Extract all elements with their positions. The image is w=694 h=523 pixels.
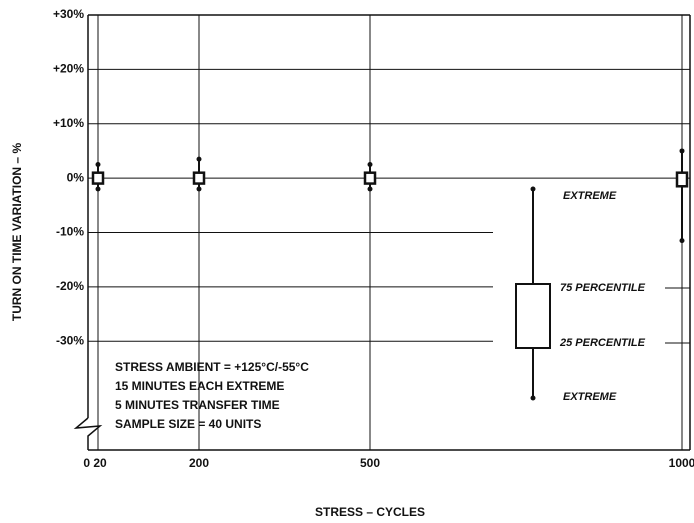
- legend-label: 75 PERCENTILE: [560, 282, 646, 294]
- x-tick-label: 200: [189, 456, 209, 470]
- legend-dot: [530, 186, 536, 192]
- y-tick-label: 0%: [67, 170, 85, 184]
- extreme-low: [95, 186, 101, 192]
- annotation: 15 MINUTES EACH EXTREME: [115, 379, 284, 393]
- y-tick-label: -30%: [56, 333, 84, 347]
- extreme-high: [95, 162, 101, 168]
- legend-label: EXTREME: [563, 190, 617, 202]
- legend-label: 25 PERCENTILE: [559, 337, 646, 349]
- extreme-low: [196, 186, 202, 192]
- x-tick-label: 500: [360, 456, 380, 470]
- box: [675, 171, 689, 188]
- extreme-high: [679, 148, 685, 154]
- legend-dot: [530, 395, 536, 401]
- annotation: 5 MINUTES TRANSFER TIME: [115, 398, 280, 412]
- annotation: STRESS AMBIENT = +125°C/-55°C: [115, 360, 309, 374]
- x-tick-label: 1000: [669, 456, 694, 470]
- annotation: SAMPLE SIZE = 40 UNITS: [115, 417, 261, 431]
- box: [91, 171, 105, 185]
- extreme-low: [367, 186, 373, 192]
- x-axis-title: STRESS – CYCLES: [315, 505, 425, 519]
- extreme-high: [196, 156, 202, 162]
- y-tick-label: -20%: [56, 279, 84, 293]
- box: [192, 171, 206, 185]
- y-tick-label: +30%: [53, 7, 84, 21]
- y-tick-label: +10%: [53, 116, 84, 130]
- legend-box: [515, 283, 551, 349]
- x-tick-label: 0 20: [83, 456, 107, 470]
- y-tick-label: -10%: [56, 225, 84, 239]
- extreme-high: [367, 162, 373, 168]
- y-tick-label: +20%: [53, 62, 84, 76]
- legend-label: EXTREME: [563, 391, 617, 403]
- box: [363, 171, 377, 185]
- y-axis-title: TURN ON TIME VARIATION – %: [10, 143, 24, 322]
- extreme-low: [679, 238, 685, 244]
